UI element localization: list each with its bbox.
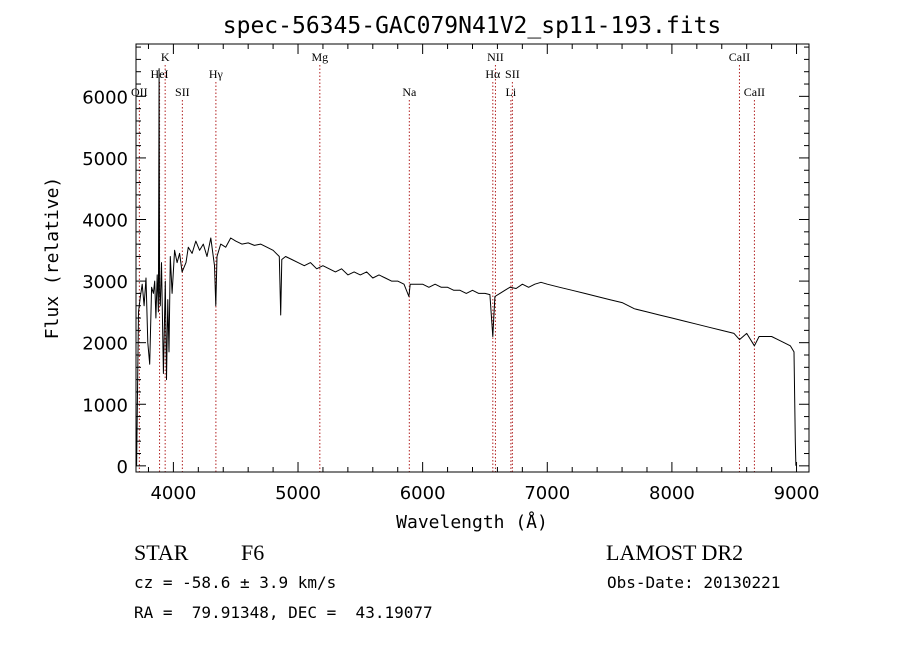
marker-label-4: Hγ [209, 67, 224, 81]
y-tick-label-2000: 2000 [82, 334, 128, 355]
marker-label-3: SII [175, 85, 190, 99]
redshift-readout: cz = -58.6 ± 3.9 km/s [134, 573, 337, 592]
marker-label-1: K [161, 50, 170, 64]
plot-frame [135, 43, 810, 473]
y-axis: 0 1000 2000 3000 4000 5000 6000 [82, 46, 809, 478]
coordinates-readout: RA = 79.91348, DEC = 43.19077 [134, 603, 433, 622]
y-tick-label-6000: 6000 [82, 87, 128, 108]
marker-label-12: CaII [744, 85, 765, 99]
y-tick-label-1000: 1000 [82, 395, 128, 416]
y-tick-label-4000: 4000 [82, 211, 128, 232]
marker-label-10: Li [506, 85, 517, 99]
x-tick-label-9000: 9000 [774, 483, 820, 504]
x-tick-label-7000: 7000 [524, 483, 570, 504]
marker-label-11: CaII [729, 50, 750, 64]
x-tick-label-8000: 8000 [649, 483, 695, 504]
marker-label-8: Hα [485, 67, 501, 81]
obs-date: Obs-Date: 20130221 [607, 573, 781, 592]
object-subclass: F6 [241, 540, 265, 565]
marker-label-7: NII [487, 50, 504, 64]
x-axis-label: Wavelength (Å) [396, 511, 548, 533]
marker-label-5: Mg [311, 50, 328, 64]
marker-label-6: Na [402, 85, 417, 99]
x-axis: 4000 5000 6000 7000 8000 9000 [147, 44, 820, 504]
marker-label-9: SII [505, 67, 520, 81]
x-tick-label-6000: 6000 [400, 483, 446, 504]
y-tick-label-0: 0 [117, 457, 128, 478]
spectrum-series [135, 68, 797, 467]
y-tick-label-3000: 3000 [82, 272, 128, 293]
y-tick-label-5000: 5000 [82, 149, 128, 170]
y-axis-label: Flux (relative) [42, 177, 63, 340]
marker-label-0: OII [131, 85, 148, 99]
object-class: STAR [134, 540, 189, 565]
x-tick-label-5000: 5000 [275, 483, 321, 504]
spectrum-line-0 [135, 68, 797, 467]
x-tick-label-4000: 4000 [150, 483, 196, 504]
chart-title: spec-56345-GAC079N41V2_sp11-193.fits [223, 13, 722, 39]
survey-name: LAMOST DR2 [606, 540, 744, 565]
